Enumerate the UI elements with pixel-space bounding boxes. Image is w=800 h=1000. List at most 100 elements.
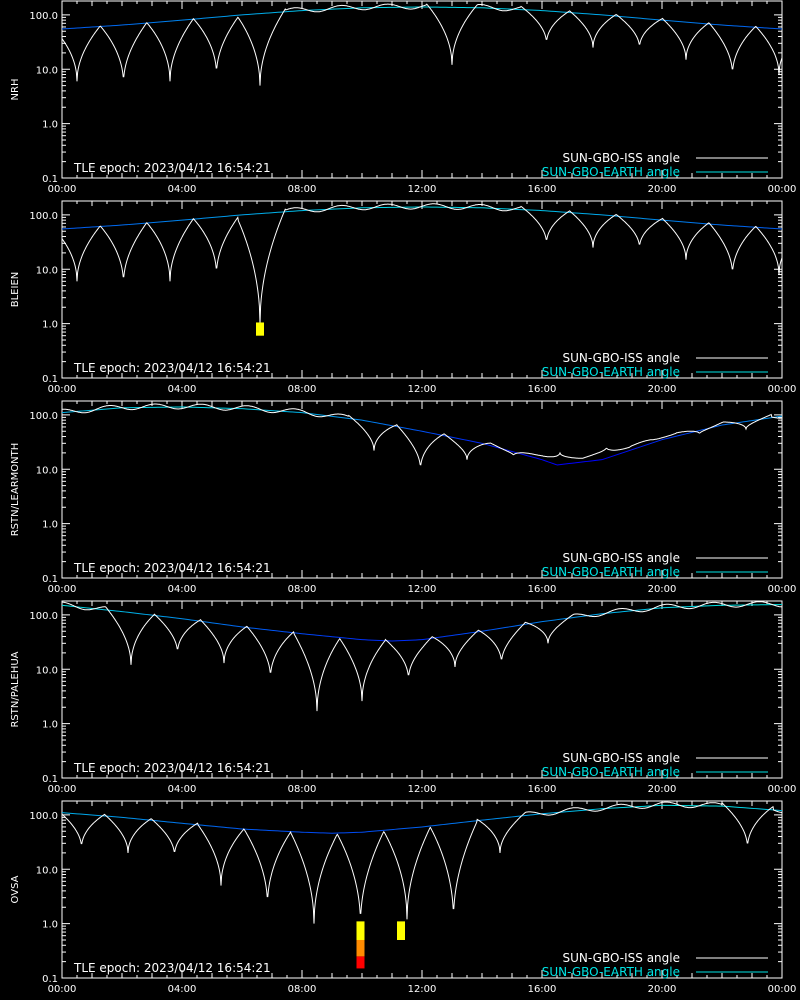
x-tick-label: 00:00 [48, 984, 77, 995]
y-tick-label: 100.0 [29, 211, 58, 222]
earth-angle-segment [682, 433, 687, 436]
earth-angle-segment [718, 424, 723, 427]
tle-epoch-label: TLE epoch: 2023/04/12 16:54:21 [73, 961, 271, 975]
earth-angle-segment [382, 423, 387, 426]
earth-angle-segment [424, 431, 429, 433]
earth-angle-segment [679, 434, 684, 436]
earth-angle-segment [685, 432, 690, 435]
x-tick-label: 08:00 [288, 184, 317, 195]
earth-angle-segment [700, 428, 705, 431]
earth-angle-segment [436, 433, 441, 436]
tle-epoch-label: TLE epoch: 2023/04/12 16:54:21 [73, 761, 271, 775]
earth-angle-segment [664, 437, 669, 440]
y-tick-label: 10.0 [36, 465, 58, 476]
earth-angle-segment [361, 419, 366, 422]
legend-label: SUN-GBO-ISS angle [563, 751, 680, 765]
earth-angle-segment [493, 446, 498, 448]
iss-angle-curve [61, 3, 783, 86]
earth-angle-segment [418, 430, 423, 432]
earth-angle-segment [661, 438, 666, 441]
earth-angle-segment [712, 426, 717, 428]
y-tick-label: 1.0 [42, 720, 58, 731]
earth-angle-segment [400, 426, 405, 429]
earth-angle-segment [487, 444, 492, 447]
legend-label: SUN-GBO-ISS angle [563, 151, 680, 165]
x-tick-label: 00:00 [768, 184, 797, 195]
earth-angle-segment [553, 463, 558, 466]
x-tick-label: 00:00 [48, 784, 77, 795]
legend-label: SUN-GBO-ISS angle [563, 951, 680, 965]
y-tick-label: 1.0 [42, 120, 58, 131]
x-tick-label: 04:00 [168, 584, 197, 595]
earth-angle-segment [457, 437, 462, 440]
legend-label: SUN-GBO-EARTH angle [542, 765, 680, 779]
earth-angle-segment [427, 431, 432, 434]
x-tick-label: 08:00 [288, 784, 317, 795]
earth-angle-segment [634, 447, 639, 450]
x-tick-label: 20:00 [648, 784, 677, 795]
earth-angle-segment [673, 435, 678, 438]
earth-angle-segment [490, 445, 495, 448]
earth-angle-segment [616, 453, 621, 456]
earth-angle-segment [373, 421, 378, 424]
earth-angle-segment [637, 446, 642, 449]
earth-angle-segment [601, 458, 606, 461]
legend-label: SUN-GBO-ISS angle [563, 551, 680, 565]
earth-angle-segment [532, 456, 537, 459]
earth-angle-segment [550, 462, 555, 465]
event-marker [356, 956, 365, 969]
earth-angle-segment [655, 440, 660, 443]
earth-angle-segment [376, 422, 381, 424]
earth-angle-segment [640, 445, 645, 448]
earth-angle-segment [529, 455, 534, 458]
x-tick-label: 12:00 [408, 584, 437, 595]
earth-angle-segment [541, 459, 546, 462]
earth-angle-segment [451, 436, 456, 439]
tle-epoch-label: TLE epoch: 2023/04/12 16:54:21 [73, 361, 271, 375]
y-tick-label: 0.1 [42, 374, 58, 385]
earth-angle-segment [379, 422, 384, 425]
event-marker [397, 921, 405, 940]
x-tick-label: 08:00 [288, 584, 317, 595]
legend-label: SUN-GBO-EARTH angle [542, 565, 680, 579]
earth-angle-segment [454, 437, 459, 439]
earth-angle-segment [388, 424, 393, 427]
earth-angle-segment [385, 424, 390, 426]
earth-angle-segment [508, 450, 513, 452]
event-marker [356, 921, 365, 940]
earth-angle-segment [520, 453, 525, 456]
earth-angle-segment [670, 436, 675, 438]
earth-angle-segment [625, 450, 630, 453]
y-tick-label: 100.0 [29, 411, 58, 422]
x-tick-label: 00:00 [48, 384, 77, 395]
earth-angle-segment [667, 436, 672, 439]
tle-epoch-label: TLE epoch: 2023/04/12 16:54:21 [73, 161, 271, 175]
earth-angle-segment [367, 420, 372, 423]
x-tick-label: 20:00 [648, 984, 677, 995]
earth-angle-segment [505, 449, 510, 452]
y-tick-label: 0.1 [42, 574, 58, 585]
y-tick-label: 1.0 [42, 320, 58, 331]
earth-angle-segment [409, 428, 414, 431]
x-tick-label: 12:00 [408, 184, 437, 195]
y-axis-label: RSTN/PALEHUA [10, 651, 21, 727]
y-axis-label: RSTN/LEARMONTH [10, 443, 21, 537]
legend-label: SUN-GBO-EARTH angle [542, 165, 680, 179]
y-tick-label: 1.0 [42, 520, 58, 531]
y-tick-label: 100.0 [29, 11, 58, 22]
earth-angle-segment [604, 457, 609, 460]
earth-angle-segment [484, 443, 489, 446]
earth-angle-segment [703, 428, 708, 430]
earth-angle-segment [676, 434, 681, 437]
earth-angle-segment [415, 429, 420, 432]
event-marker [256, 322, 264, 336]
earth-angle-segment [472, 441, 477, 443]
earth-angle-segment [607, 456, 612, 459]
x-tick-label: 00:00 [768, 784, 797, 795]
earth-angle-segment [442, 434, 447, 437]
earth-angle-segment [463, 439, 468, 441]
panel-nrh: 100.010.01.00.100:00 04:00 08:00 12:00 16:00… [10, 0, 797, 195]
earth-angle-segment [652, 441, 657, 444]
y-tick-label: 10.0 [36, 865, 58, 876]
y-axis-label: OVSA [10, 875, 21, 903]
